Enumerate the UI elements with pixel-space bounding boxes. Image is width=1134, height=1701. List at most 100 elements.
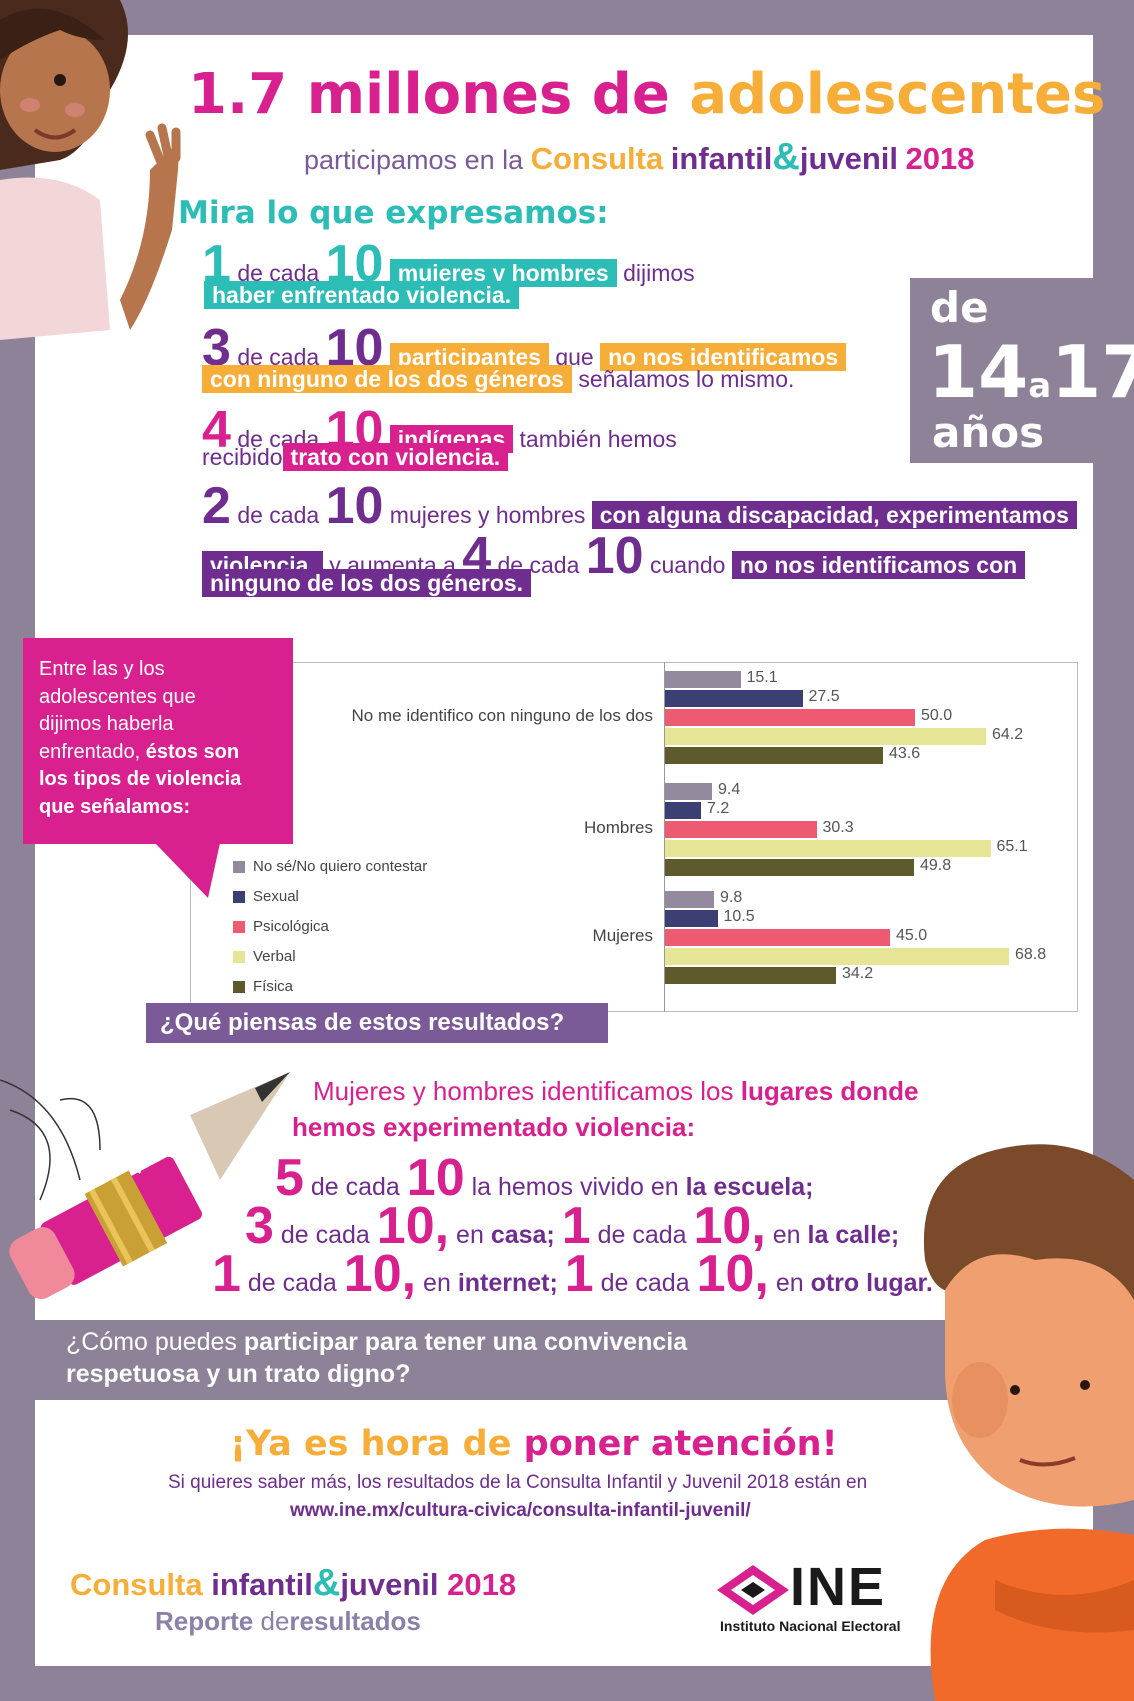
places-r3-mid2: de cada <box>600 1269 690 1297</box>
places-r3-text2: en <box>775 1269 804 1297</box>
stat-4-hl3: no nos identificamos con <box>731 551 1026 579</box>
stat-3-line2: recibido trato con violencia. <box>202 443 509 471</box>
places-r2-d: 10, <box>376 1197 450 1255</box>
question2-line1: ¿Cómo puedes participar para tener una c… <box>66 1326 687 1358</box>
places-row-3: 1 de cada 10, en internet; 1 de cada 10,… <box>212 1248 933 1300</box>
stat-3-n: 4 <box>202 401 231 459</box>
places-r3-mid: de cada <box>247 1269 337 1297</box>
chart-frame <box>190 662 1078 1012</box>
stat-2-hl3: con ninguno de los dos géneros <box>202 365 572 393</box>
stat-4-d2: 10 <box>585 527 644 585</box>
brand-consulta: Consulta <box>530 141 664 176</box>
page-subtitle: participamos en la Consulta infantil&juv… <box>304 136 975 179</box>
ine-logo-text: INE <box>790 1557 887 1617</box>
stat-4-text3: cuando <box>650 552 726 578</box>
brand-amp: & <box>772 136 800 178</box>
stat-4: 2 de cada 10 mujeres y hombres con algun… <box>202 480 1077 532</box>
places-r1-d: 10 <box>406 1149 465 1207</box>
stat-2-text2: señalamos lo mismo. <box>578 366 795 392</box>
bottom-panel <box>35 1400 1093 1666</box>
stat-1-line2: haber enfrentado violencia. <box>204 281 520 309</box>
stat-2-hl2: no nos identificamos <box>600 343 847 371</box>
footer-reporte-word: Reporte <box>155 1606 254 1636</box>
cta-heading: ¡Ya es hora de poner atención! <box>230 1424 838 1464</box>
age-de: de <box>930 283 989 332</box>
stat-3-text1: también hemos <box>519 426 677 452</box>
stat-4-text1: mujeres y hombres <box>389 502 586 528</box>
brand-juvenil: juvenil <box>799 141 899 176</box>
stat-1-hl2: haber enfrentado violencia. <box>204 281 520 309</box>
footer-brand: Consulta infantil&juvenil 2018 <box>70 1562 516 1605</box>
stat-2: 3 de cada 10 participantes que no nos id… <box>202 322 847 374</box>
stat-4-line3: ninguno de los dos géneros. <box>202 569 532 597</box>
age-anos: años <box>932 408 1045 457</box>
question-banner: ¿Qué piensas de estos resultados? <box>146 1003 608 1043</box>
footer-amp: & <box>312 1562 341 1604</box>
brand-year: 2018 <box>905 141 975 176</box>
footer-de: de <box>260 1606 290 1636</box>
footer-reporte: Reporte deresultados <box>155 1606 421 1637</box>
callout-line6: que señalamos: <box>39 795 191 818</box>
places-r3-place: internet; <box>457 1269 558 1297</box>
age-box: de 14a17 años <box>910 278 1134 463</box>
intro-heading: Mira lo que expresamos: <box>178 195 609 231</box>
stat-2-line2: con ninguno de los dos géneros señalamos… <box>202 365 795 393</box>
places-r2-place: casa; <box>490 1221 555 1249</box>
places-r3-d: 10, <box>343 1245 417 1303</box>
callout-line1: Entre las y los <box>39 658 165 680</box>
question2-bold2: respetuosa y un trato digno? <box>66 1360 411 1388</box>
callout-line4: enfrentado, éstos son <box>39 739 277 767</box>
callout-line2: adolescentes que <box>39 685 196 708</box>
footer-juvenil: juvenil <box>340 1567 439 1602</box>
pencil-illustration: INE <box>0 1072 290 1300</box>
footer-year: 2018 <box>447 1567 517 1602</box>
stat-4-hl1: con alguna discapacidad, experimentamos <box>591 501 1077 529</box>
callout-line4-pre: enfrentado, <box>39 740 146 763</box>
age-from: 14 <box>928 330 1029 414</box>
places-r2-mid: de cada <box>280 1221 370 1249</box>
subtitle-pre: participamos en la <box>304 145 531 175</box>
places-r2-text: en <box>456 1221 484 1249</box>
ine-logo-icon <box>717 1565 789 1615</box>
stat-4-d: 10 <box>325 477 384 535</box>
girl-illustration <box>0 0 181 340</box>
stat-4-mid: de cada <box>237 502 320 528</box>
places-r1-mid: de cada <box>310 1173 400 1201</box>
places-r1-place: la escuela; <box>685 1173 814 1201</box>
places-row-2: 3 de cada 10, en casa; 1 de cada 10, en … <box>245 1200 899 1252</box>
age-range: 14a17 <box>928 330 1134 414</box>
places-row-1: 5 de cada 10 la hemos vivido en la escue… <box>275 1152 813 1204</box>
violence-callout: Entre las y los adolescentes que dijimos… <box>23 638 293 844</box>
places-line2: hemos experimentado violencia: <box>292 1112 696 1142</box>
places-r3-text: en <box>423 1269 451 1297</box>
places-r2-d2: 10, <box>693 1197 766 1255</box>
footer-infantil: infantil <box>211 1567 313 1602</box>
places-r2-mid2: de cada <box>597 1221 687 1249</box>
places-r1-text: la hemos vivido en <box>471 1173 679 1201</box>
question2-bold1: participar para tener una convivencia <box>243 1328 688 1356</box>
question2-line2: respetuosa y un trato digno? <box>66 1358 687 1390</box>
callout-line4-bold: éstos son <box>145 740 240 763</box>
places-line1-bold: lugares donde <box>740 1076 919 1106</box>
footer-consulta: Consulta <box>70 1567 203 1602</box>
cta-info: Si quieres saber más, los resultados de … <box>168 1472 868 1493</box>
cta-url[interactable]: www.ine.mx/cultura-civica/consulta-infan… <box>290 1500 751 1521</box>
places-r3-place2: otro lugar. <box>810 1269 933 1297</box>
title-part2: adolescentes <box>689 62 1106 127</box>
stat-1-text1: dijimos <box>623 260 695 286</box>
chart-axis <box>664 662 665 1012</box>
places-r2-text2: en <box>772 1221 801 1249</box>
footer-resultados: resultados <box>289 1606 421 1636</box>
page-title: 1.7 millones de adolescentes <box>188 62 1105 127</box>
question2-pre: ¿Cómo puedes <box>66 1328 244 1356</box>
question2: ¿Cómo puedes participar para tener una c… <box>66 1326 687 1390</box>
places-r3-d2: 10, <box>696 1245 769 1303</box>
callout-line5: los tipos de violencia <box>39 768 242 790</box>
title-part1: 1.7 millones de <box>188 62 690 127</box>
stat-3-text2: recibido <box>202 444 283 470</box>
age-a: a <box>1028 366 1052 406</box>
stat-4-hl4: ninguno de los dos géneros. <box>202 569 532 597</box>
cta-bold: poner atención! <box>523 1424 838 1464</box>
places-r2-n2: 1 <box>561 1197 591 1255</box>
places-r2-n: 3 <box>245 1197 274 1255</box>
